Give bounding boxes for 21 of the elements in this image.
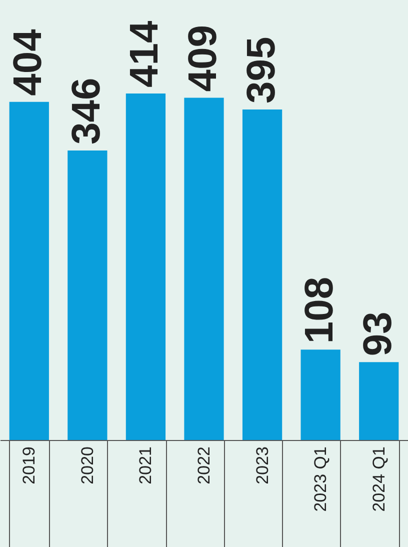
data-label: 346	[64, 78, 108, 144]
bar	[359, 362, 399, 440]
bar	[68, 150, 108, 440]
data-label: 414	[122, 20, 167, 88]
data-label: 395	[239, 36, 284, 104]
bar	[184, 98, 224, 440]
x-tick-label: 2023 Q1	[311, 446, 330, 512]
x-tick-label: 2024 Q1	[369, 446, 388, 512]
x-tick-label: 2020	[78, 446, 97, 484]
data-label: 404	[6, 28, 50, 96]
data-label: 93	[356, 312, 400, 356]
data-label: 108	[298, 276, 342, 344]
x-tick-label: 2021	[136, 446, 156, 484]
bar	[242, 109, 282, 440]
x-tick-label: 2023	[252, 446, 272, 484]
bar	[300, 350, 340, 440]
bar	[126, 94, 166, 440]
bar	[9, 102, 49, 440]
data-label: 409	[181, 24, 225, 92]
x-tick-label: 2022	[194, 446, 214, 484]
x-tick-label: 2019	[20, 446, 39, 484]
